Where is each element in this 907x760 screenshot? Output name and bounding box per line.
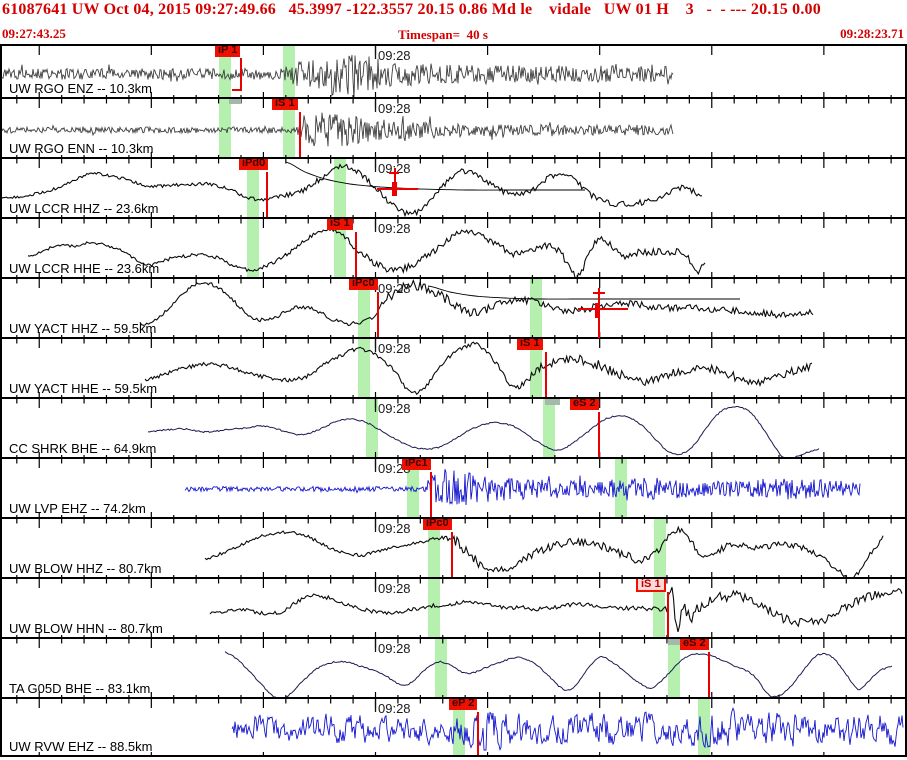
pick-label[interactable]: iPc1	[402, 459, 431, 470]
trace-panel-UW-YACT-HHZ[interactable]: 09:28 iPc0 UW YACT HHZ -- 59.5km	[0, 277, 907, 337]
pick-label[interactable]: iS 1	[517, 339, 543, 350]
station-label: TA G05D BHE -- 83.1km	[9, 681, 151, 696]
waveform-UW-BLOW-HHZ	[16, 519, 892, 577]
waveform-TA-G05D-BHE	[16, 639, 893, 697]
pick-line-iP-1[interactable]	[240, 58, 242, 90]
waveform-UW-RGO-ENN	[1, 99, 892, 157]
trace-panel-UW-LCCR-HHZ[interactable]: 09:28iPd0UW LCCR HHZ -- 23.6km	[0, 157, 907, 217]
minute-label: 09:28	[378, 521, 411, 536]
timespan-label: Timespan= 40 s	[398, 27, 488, 42]
station-label: UW LVP EHZ -- 74.2km	[9, 501, 146, 516]
trace-panel-UW-LCCR-HHE[interactable]: 09:28 iS 1 UW LCCR HHE -- 23.6km	[0, 217, 907, 277]
minute-label: 09:28	[378, 401, 411, 416]
waveform-UW-RVW-EHZ	[16, 699, 904, 755]
pick-line-iS-1[interactable]	[667, 592, 669, 637]
waveform-CC-SHRK-BHE	[16, 399, 892, 457]
pick-label[interactable]: iPc0	[423, 519, 452, 530]
window-end-time: 09:28:23.71	[840, 26, 904, 41]
pick-line-iS-1[interactable]	[299, 112, 301, 157]
minute-label: 09:28	[378, 641, 411, 656]
trace-panel-UW-LVP-EHZ[interactable]: 09:28 iPc1 UW LVP EHZ -- 74.2km	[0, 457, 907, 517]
trace-panel-UW-BLOW-HHN[interactable]: 09:28 iS 1 UW BLOW HHN -- 80.7km	[0, 577, 907, 637]
waveform-UW-YACT-HHE	[16, 339, 892, 397]
trace-panel-CC-SHRK-BHE[interactable]: 09:28 eS 2 CC SHRK BHE -- 64.9km	[0, 397, 907, 457]
right-border	[905, 44, 907, 757]
window-start-time: 09:27:43.25	[2, 26, 66, 41]
predicted-window-mark	[545, 399, 560, 405]
pick-label[interactable]: eP 2	[449, 699, 478, 710]
pick-line-iPc1[interactable]	[430, 472, 432, 517]
pick-label[interactable]: iPc0	[349, 279, 378, 290]
pick-line-iS-1[interactable]	[355, 232, 357, 277]
phase-window-band	[247, 219, 259, 277]
pick-label[interactable]: eS 2	[680, 639, 709, 650]
station-label: UW RVW EHZ -- 88.5km	[9, 739, 153, 754]
minute-label: 09:28	[378, 48, 411, 63]
station-label: UW LCCR HHE -- 23.6km	[9, 261, 160, 276]
pick-label[interactable]: iS 1	[327, 219, 353, 230]
pick-line-eS-2[interactable]	[708, 652, 710, 697]
pick-label[interactable]: iPd0	[239, 159, 269, 170]
phase-window-band	[428, 579, 440, 637]
station-label: UW YACT HHE -- 59.5km	[9, 381, 158, 396]
minute-label: 09:28	[378, 101, 411, 116]
station-label: UW LCCR HHZ -- 23.6km	[9, 201, 159, 216]
phase-window-band	[428, 519, 440, 577]
left-border	[0, 44, 2, 757]
event-summary-line: 61087641 UW Oct 04, 2015 09:27:49.66 45.…	[2, 1, 821, 18]
pick-line-iPc0[interactable]	[451, 532, 453, 577]
coda-crosshair-bar[interactable]	[595, 303, 600, 318]
phase-window-band	[435, 639, 447, 697]
phase-window-band	[543, 399, 555, 457]
pick-line-iS-1[interactable]	[545, 352, 547, 397]
waveform-UW-YACT-HHZ	[16, 279, 892, 337]
coda-crosshair-hline	[377, 188, 418, 190]
trace-panel-UW-BLOW-HHZ[interactable]: 09:28 iPc0 UW BLOW HHZ -- 80.7km	[0, 517, 907, 577]
minute-label: 09:28	[378, 341, 411, 356]
pick-line-foot	[232, 89, 242, 91]
phase-window-band	[219, 46, 231, 97]
minute-label: 09:28	[378, 281, 411, 296]
waveform-UW-LVP-EHZ	[16, 459, 892, 517]
station-label: UW YACT HHZ -- 59.5km	[9, 321, 157, 336]
trace-panel-UW-YACT-HHE[interactable]: 09:28 iS 1 UW YACT HHE -- 59.5km	[0, 337, 907, 397]
pick-line-iPd0[interactable]	[266, 172, 268, 217]
station-label: CC SHRK BHE -- 64.9km	[9, 441, 157, 456]
minute-label: 09:28	[378, 701, 411, 716]
pick-label[interactable]: iS 1	[272, 99, 298, 110]
waveform-UW-RGO-ENZ	[1, 46, 892, 97]
station-label: UW RGO ENN -- 10.3km	[9, 141, 154, 156]
waveform-UW-BLOW-HHN	[16, 579, 903, 637]
minute-label: 09:28	[378, 221, 411, 236]
coda-crosshair-cap	[389, 172, 399, 174]
pick-line-eP-2[interactable]	[477, 712, 479, 755]
coda-crosshair-hline	[578, 308, 628, 310]
trace-panel-UW-RGO-ENN[interactable]: 09:28 iS 1 UW RGO ENN -- 10.3km	[0, 97, 907, 157]
pick-label[interactable]: iP 1	[215, 46, 241, 57]
trace-panel-UW-RGO-ENZ[interactable]: 09:28 iP 1 UW RGO ENZ -- 10.3km	[0, 44, 907, 97]
predicted-window-mark	[668, 639, 682, 645]
pick-label[interactable]: iS 1	[636, 579, 666, 592]
station-label: UW RGO ENZ -- 10.3km	[9, 81, 153, 96]
trace-panel-UW-RVW-EHZ[interactable]: 09:28 eP 2 UW RVW EHZ -- 88.5km	[0, 697, 907, 757]
trace-panel-TA-G05D-BHE[interactable]: 09:28 eS 2 TA G05D BHE -- 83.1km	[0, 637, 907, 697]
pick-label[interactable]: eS 2	[570, 399, 599, 410]
phase-window-band	[366, 399, 378, 457]
pick-line-eS-2[interactable]	[598, 412, 600, 457]
minute-label: 09:28	[378, 581, 411, 596]
phase-window-band	[453, 699, 465, 755]
phase-window-band	[247, 159, 259, 217]
phase-window-band	[654, 519, 666, 577]
phase-window-band	[334, 219, 346, 277]
pick-line-iPc0[interactable]	[377, 292, 379, 337]
phase-window-band	[219, 99, 231, 157]
coda-crosshair-cap	[593, 292, 605, 294]
station-label: UW BLOW HHZ -- 80.7km	[9, 561, 162, 576]
phase-window-band	[653, 579, 665, 637]
phase-window-band	[358, 339, 370, 397]
predicted-window-mark	[229, 99, 241, 104]
station-label: UW BLOW HHN -- 80.7km	[9, 621, 163, 636]
phase-window-band	[283, 99, 295, 157]
